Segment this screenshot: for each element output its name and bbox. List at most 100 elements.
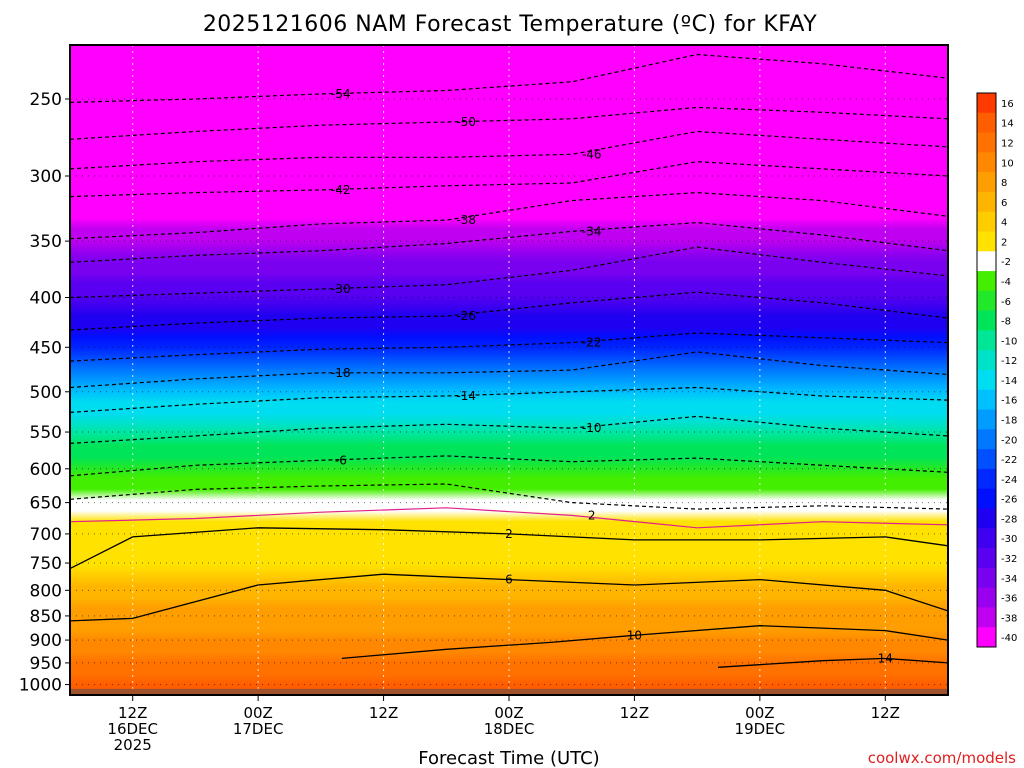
warm-isotherm-line xyxy=(717,657,948,668)
colorbar-tick-label: -22 xyxy=(1001,455,1017,466)
y-tick-label: 450 xyxy=(30,338,62,358)
colorbar-swatch xyxy=(977,93,996,114)
colorbar-frame xyxy=(976,92,997,648)
x-tick-label: 16DEC xyxy=(107,720,158,738)
warm-isotherm-line xyxy=(70,527,948,570)
colorbar-swatch xyxy=(977,429,996,450)
isotherm-label: 2 xyxy=(588,508,596,522)
colorbar-tick-label: -40 xyxy=(1001,633,1017,644)
y-tick-label: 800 xyxy=(30,581,62,601)
colorbar-swatch xyxy=(977,389,996,411)
y-tick-label: 1000 xyxy=(19,676,62,696)
colorbar-tick-label: 16 xyxy=(1001,99,1014,110)
colorbar-swatch xyxy=(977,271,996,292)
colorbar-swatch xyxy=(977,607,996,628)
isotherm-label: -6 xyxy=(335,453,347,467)
colorbar-swatch xyxy=(977,132,996,153)
x-axis-label: Forecast Time (UTC) xyxy=(418,748,599,768)
colorbar-tick-label: 4 xyxy=(1001,218,1007,229)
colorbar-swatch xyxy=(977,548,996,569)
isotherm-label: -46 xyxy=(582,147,602,161)
y-tick-label: 250 xyxy=(30,90,62,110)
colorbar-tick-label: -32 xyxy=(1001,554,1017,565)
colorbar-swatch xyxy=(977,152,996,173)
colorbar-swatch xyxy=(977,449,996,470)
y-tick-label: 550 xyxy=(30,423,62,443)
warm-isotherm-line xyxy=(70,573,948,622)
colorbar-tick-label: -24 xyxy=(1001,475,1017,486)
colorbar-swatch xyxy=(977,172,996,193)
colorbar-tick-label: -28 xyxy=(1001,514,1017,525)
y-tick-label: 850 xyxy=(30,607,62,627)
colorbar-swatch xyxy=(977,468,996,490)
isotherm-label: -18 xyxy=(331,366,351,380)
colorbar-tick-label: -10 xyxy=(1001,336,1017,347)
x-tick-label: 18DEC xyxy=(484,720,535,738)
x-tick-label: 2025 xyxy=(114,736,152,754)
colorbar-tick-label: -8 xyxy=(1001,317,1011,328)
y-tick-label: 350 xyxy=(30,232,62,252)
colorbar-swatch xyxy=(977,627,996,648)
colorbar-swatch xyxy=(977,409,996,430)
colorbar-swatch xyxy=(977,112,996,134)
plot-area: -54 -50 -46 -42 -38 -34 -30 -26 -22 -18 -14 -10 -6 2 2… xyxy=(70,45,948,695)
x-tick-label: 12Z xyxy=(871,704,900,722)
isotherm-label: -10 xyxy=(582,421,602,435)
x-tick-label: 00Z xyxy=(494,704,523,722)
isotherm-label: -22 xyxy=(582,336,602,350)
y-axis: 250 300 350 400 450 500 550 600 650 700 750 800 850 9… xyxy=(19,90,70,696)
colorbar-swatch xyxy=(977,251,996,272)
y-tick-label: 600 xyxy=(30,460,62,480)
colorbar-tick-label: 2 xyxy=(1001,237,1007,248)
colorbar-tick-label: -20 xyxy=(1001,435,1017,446)
y-tick-label: 500 xyxy=(30,383,62,403)
colorbar-tick-label: -36 xyxy=(1001,594,1017,605)
y-tick-label: 950 xyxy=(30,654,62,674)
isotherm-line xyxy=(70,53,948,103)
x-tick-label: 12Z xyxy=(369,704,398,722)
colorbar-tick-label: -2 xyxy=(1001,257,1011,268)
colorbar-tick-label: 8 xyxy=(1001,178,1007,189)
colorbar-swatch xyxy=(977,370,996,391)
colorbar-swatch xyxy=(977,508,996,529)
colorbar-tick-label: -26 xyxy=(1001,495,1017,506)
colorbar-swatch xyxy=(977,350,996,371)
colorbar-swatch xyxy=(977,488,996,509)
y-tick-label: 300 xyxy=(30,167,62,187)
isotherm-label: -50 xyxy=(456,115,476,129)
x-tick-label: 19DEC xyxy=(735,720,786,738)
colorbar-tick-label: -30 xyxy=(1001,534,1017,545)
colorbar-tick-label: -34 xyxy=(1001,574,1017,585)
isotherm-label: -38 xyxy=(456,213,476,227)
colorbar-swatch xyxy=(977,567,996,589)
chart-title: 2025121606 NAM Forecast Temperature (ºC)… xyxy=(203,12,817,37)
colorbar-swatch xyxy=(977,231,996,252)
colorbar-swatch xyxy=(977,290,996,312)
isotherm-label: -54 xyxy=(331,87,351,101)
colorbar-tick-label: 12 xyxy=(1001,138,1014,149)
y-tick-label: 400 xyxy=(30,289,62,309)
colorbar-tick-label: 10 xyxy=(1001,158,1014,169)
y-tick-label: 650 xyxy=(30,494,62,514)
colorbar-swatch xyxy=(977,587,996,608)
y-tick-label: 700 xyxy=(30,525,62,545)
colorbar-swatch xyxy=(977,310,996,331)
y-tick-label: 750 xyxy=(30,554,62,574)
colorbar-swatch xyxy=(977,191,996,213)
warm-isotherm-line xyxy=(341,625,948,660)
x-tick-label: 12Z xyxy=(620,704,649,722)
colorbar-swatch xyxy=(977,330,996,351)
colorbar: 16 14 12 10 8 6 4 2 -2 -4 -6 -8 -10 -12 -14 -16 -18 -20 -2… xyxy=(976,92,1017,648)
colorbar-tick-label: -6 xyxy=(1001,297,1011,308)
isotherm-label: -42 xyxy=(331,183,351,197)
colorbar-tick-label: -12 xyxy=(1001,356,1017,367)
isotherm-label: -26 xyxy=(456,309,476,323)
colorbar-tick-label: -16 xyxy=(1001,396,1017,407)
colorbar-tick-label: -14 xyxy=(1001,376,1017,387)
colorbar-swatch xyxy=(977,528,996,549)
isotherm-label: 14 xyxy=(878,651,893,665)
isotherm-label: 6 xyxy=(505,573,513,587)
isotherm-label: 2 xyxy=(505,527,513,541)
